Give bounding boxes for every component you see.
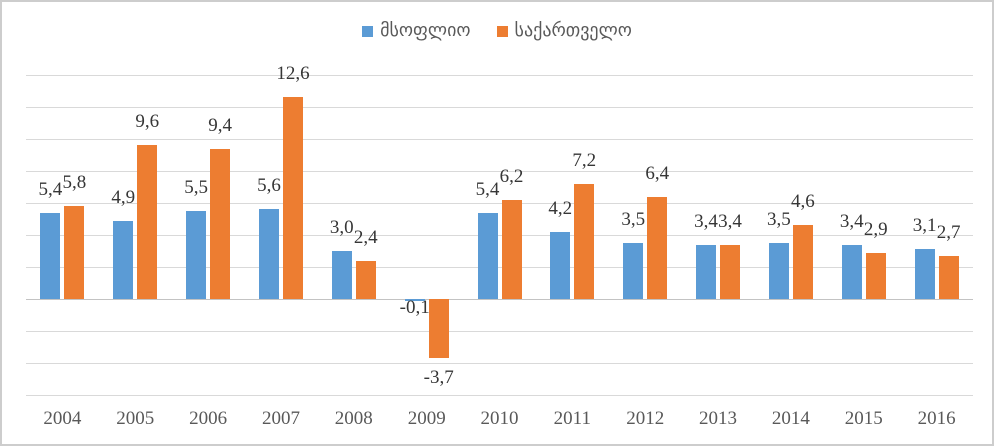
world-value-label-2016: 3,1 xyxy=(912,215,937,237)
georgia-bar-2006 xyxy=(210,148,231,299)
x-tick-label-2007: 2007 xyxy=(262,408,300,429)
x-tick-label-2011: 2011 xyxy=(553,408,591,429)
world-bar-2016 xyxy=(914,249,935,299)
georgia-value-label-2004: 5,8 xyxy=(62,172,87,194)
world-bar-2007 xyxy=(259,209,279,299)
georgia-bar-2007 xyxy=(283,97,303,299)
legend-label-world: მსოფლიო xyxy=(380,20,471,41)
world-value-label-2014: 3,5 xyxy=(767,209,791,230)
x-tick-label-2004: 2004 xyxy=(43,408,82,429)
georgia-value-label-2013: 3,4 xyxy=(718,210,742,232)
world-value-label-2013: 3,4 xyxy=(694,210,718,232)
legend-item-georgia: საქართველო xyxy=(496,20,632,42)
world-value-label-2004: 5,4 xyxy=(38,178,63,200)
world-series-swatch-icon xyxy=(362,25,374,37)
x-axis-line xyxy=(26,299,973,300)
x-tick-label-2008: 2008 xyxy=(334,408,373,429)
gridline xyxy=(26,363,973,364)
world-value-label-2012: 3,5 xyxy=(621,209,646,230)
georgia-bar-2005 xyxy=(137,145,158,299)
legend-label-georgia: საქართველო xyxy=(514,20,632,41)
world-value-label-2007: 5,6 xyxy=(257,175,281,197)
georgia-bar-2013 xyxy=(720,244,740,299)
georgia-value-label-2007: 12,6 xyxy=(276,63,310,85)
gridline xyxy=(26,235,973,236)
georgia-value-label-2008: 2,4 xyxy=(353,226,378,248)
legend-item-world: მსოფლიო xyxy=(362,20,471,42)
x-tick-label-2010: 2010 xyxy=(480,408,519,429)
x-tick-label-2005: 2005 xyxy=(116,408,155,429)
world-value-label-2009: -0,1 xyxy=(399,296,430,318)
world-value-label-2008: 3,0 xyxy=(329,217,354,238)
georgia-bar-2010 xyxy=(501,199,522,299)
chart-legend: მსოფლიო საქართველო xyxy=(2,20,992,42)
world-bar-2005 xyxy=(113,220,134,299)
x-tick-label-2015: 2015 xyxy=(844,408,883,429)
world-value-label-2015: 3,4 xyxy=(839,210,864,232)
world-value-label-2006: 5,5 xyxy=(184,177,208,198)
gridline xyxy=(26,267,973,268)
x-tick-label-2013: 2013 xyxy=(699,408,737,429)
georgia-value-label-2015: 2,9 xyxy=(863,218,888,240)
world-bar-2012 xyxy=(623,243,644,299)
georgia-bar-2004 xyxy=(64,206,85,299)
georgia-value-label-2010: 6,2 xyxy=(499,165,524,187)
world-bar-2015 xyxy=(841,244,862,299)
georgia-bar-2016 xyxy=(938,255,959,299)
world-bar-2004 xyxy=(40,212,61,299)
gridline xyxy=(26,395,973,396)
georgia-bar-2009 xyxy=(428,299,449,359)
x-tick-label-2016: 2016 xyxy=(917,408,956,429)
georgia-bar-2012 xyxy=(647,196,668,299)
x-tick-label-2014: 2014 xyxy=(771,408,810,429)
world-bar-2009 xyxy=(404,299,425,301)
georgia-value-label-2009: -3,7 xyxy=(423,367,454,389)
georgia-bar-2015 xyxy=(865,252,886,299)
gridline xyxy=(26,203,973,204)
world-value-label-2010: 5,4 xyxy=(475,178,500,200)
georgia-value-label-2011: 7,2 xyxy=(572,149,597,171)
world-bar-2011 xyxy=(550,231,571,299)
georgia-value-label-2016: 2,7 xyxy=(936,221,961,243)
georgia-bar-2014 xyxy=(792,225,813,299)
georgia-bar-2011 xyxy=(574,183,595,299)
world-value-label-2005: 4,9 xyxy=(111,186,136,208)
world-value-label-2011: 4,2 xyxy=(548,197,573,219)
georgia-series-swatch-icon xyxy=(496,25,508,37)
georgia-value-label-2014: 4,6 xyxy=(791,191,815,213)
world-bar-2010 xyxy=(477,212,498,299)
world-bar-2014 xyxy=(768,243,789,299)
gridline xyxy=(26,171,973,172)
georgia-value-label-2005: 9,6 xyxy=(135,111,160,133)
gridline xyxy=(26,75,973,76)
gridline xyxy=(26,107,973,108)
x-tick-label-2006: 2006 xyxy=(189,408,228,429)
x-tick-label-2009: 2009 xyxy=(407,408,446,429)
georgia-bar-2008 xyxy=(355,260,376,299)
gridline xyxy=(26,139,973,140)
georgia-value-label-2012: 6,4 xyxy=(645,162,670,184)
georgia-value-label-2006: 9,4 xyxy=(208,114,232,136)
x-tick-label-2012: 2012 xyxy=(626,408,665,429)
gridline xyxy=(26,331,973,332)
world-bar-2008 xyxy=(331,251,352,299)
world-bar-2013 xyxy=(696,244,716,299)
world-bar-2006 xyxy=(186,211,207,299)
